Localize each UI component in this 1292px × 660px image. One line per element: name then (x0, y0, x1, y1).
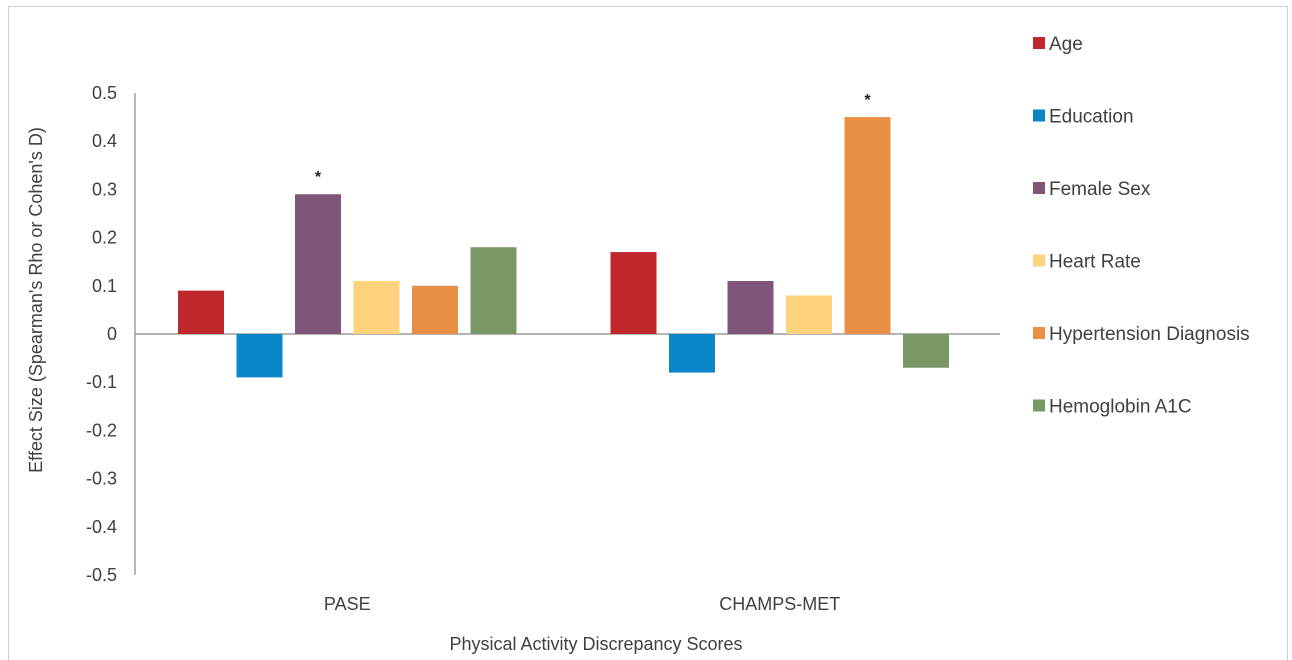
legend-label: Female Sex (1049, 179, 1151, 200)
legend-swatch (1033, 254, 1045, 267)
bar (844, 117, 891, 334)
y-tick-label: 0.5 (92, 83, 117, 103)
y-tick-label: -0.2 (86, 420, 117, 440)
y-tick-label: -0.1 (86, 372, 117, 392)
legend-swatch (1033, 37, 1045, 49)
y-tick-label: 0.3 (92, 179, 117, 199)
y-tick-label: -0.4 (86, 517, 117, 537)
bar (470, 247, 517, 334)
y-tick-label: 0.1 (92, 276, 117, 296)
category-label: PASE (324, 594, 371, 614)
bar (669, 334, 715, 373)
bar (610, 252, 657, 334)
bar (353, 280, 400, 334)
bar (786, 295, 832, 334)
bar (903, 334, 949, 368)
y-tick-label: 0 (107, 324, 117, 344)
bar (295, 194, 341, 334)
significance-marker: * (315, 169, 322, 186)
legend: Age Education Female Sex Heart Rate Hyperten… (1033, 34, 1250, 418)
bar (236, 334, 283, 378)
legend-swatch (1033, 399, 1045, 412)
y-tick-label: 0.2 (92, 228, 117, 248)
significance-marker: * (864, 92, 871, 109)
legend-swatch (1033, 109, 1045, 122)
legend-label: Age (1049, 34, 1083, 55)
legend-swatch (1033, 327, 1045, 339)
legend-label: Heart Rate (1049, 252, 1141, 273)
y-axis-title: Effect Size (Spearman's Rho or Cohen's D… (26, 127, 46, 473)
bars-group: ** (178, 92, 949, 378)
y-tick-label: -0.5 (86, 565, 117, 585)
legend-label: Hemoglobin A1C (1049, 397, 1192, 418)
x-axis-title: Physical Activity Discrepancy Scores (449, 634, 742, 654)
category-labels: PASE CHAMPS-MET (324, 594, 840, 614)
legend-swatch (1033, 182, 1045, 194)
y-tick-label: -0.3 (86, 469, 117, 489)
legend-label: Education (1049, 107, 1134, 128)
bar (412, 285, 458, 334)
legend-label: Hypertension Diagnosis (1049, 324, 1250, 345)
bar (727, 280, 774, 334)
category-label: CHAMPS-MET (719, 594, 840, 614)
bar (178, 290, 224, 334)
y-tick-label: 0.4 (92, 131, 117, 151)
y-axis-ticks: 0.5 0.4 0.3 0.2 0.1 0 -0.1 -0.2 -0.3 -0.4 -0.5 (86, 83, 117, 585)
